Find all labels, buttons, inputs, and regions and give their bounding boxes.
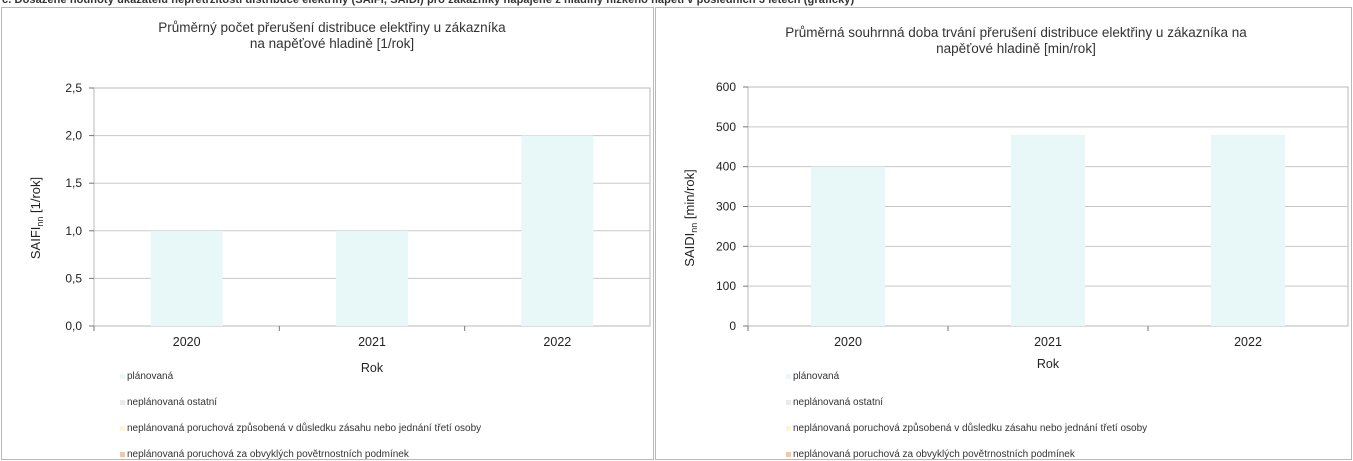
saidi-bar-2020 [811,166,885,326]
saifi-x-axis-label: Rok [361,361,384,375]
saifi-x-tick-label: 2020 [173,335,201,349]
saidi-chart: 0 100 200 300 400 500 600 2020 2021 2022 Rok SAIDIn… [682,80,1349,371]
saifi-bar-2022 [521,135,594,326]
legend-swatch [120,452,125,457]
saidi-y-tick-label: 0 [729,319,736,333]
legend-item: neplánovaná poruchová za obvyklých povět… [786,449,1075,460]
saidi-y-tick-label: 500 [716,120,736,134]
legend-item: neplánovaná poruchová způsobená v důsled… [120,423,481,434]
legend-swatch [786,374,791,379]
saidi-title-line-1: Průměrná souhrnná doba trvání přerušení … [785,25,1247,40]
legend-swatch [120,400,125,405]
saidi-title-line-2: napěťové hladině [min/rok] [936,41,1096,56]
legend-swatch [786,426,791,431]
saidi-x-tick-label: 2020 [834,335,862,349]
saifi-x-tick-label: 2021 [358,335,386,349]
legend-swatch [786,452,791,457]
saifi-y-tick-label: 2,5 [65,81,82,95]
saifi-chart-title: Průměrný počet přerušení distribuce elek… [62,20,602,52]
legend-label: plánovaná [127,371,174,382]
saifi-y-tick-label: 1,0 [65,224,82,238]
saifi-y-tick-label: 0,0 [65,319,82,333]
saifi-title-line-1: Průměrný počet přerušení distribuce elek… [158,20,506,35]
section-heading: c. Dosažené hodnoty ukazatelů nepřetržit… [2,0,855,6]
legend-label: neplánovaná poruchová za obvyklých povět… [793,449,1075,460]
legend-item: neplánovaná poruchová způsobená v důsled… [786,423,1147,434]
saifi-title-line-2: na napěťové hladině [1/rok] [249,36,415,51]
legend-item: neplánovaná ostatní [786,397,883,408]
saidi-bar-2021 [1011,134,1085,326]
saifi-y-tick-label: 0,5 [65,271,82,285]
saidi-x-axis-label: Rok [1037,357,1060,371]
saidi-y-axis-label: SAIDInn [min/rok] [682,169,699,266]
legend-swatch [120,374,125,379]
saifi-chart: 0,0 0,5 1,0 1,5 2,0 2,5 2020 2021 2022 Rok SAIFInn… [28,81,651,375]
saidi-y-tick-label: 400 [716,160,736,174]
saifi-x-tick-label: 2022 [543,335,571,349]
legend-swatch [120,426,125,431]
legend-item: neplánovaná ostatní [120,397,217,408]
saifi-y-tick-label: 1,5 [65,176,82,190]
saidi-y-tick-label: 600 [716,80,736,94]
legend-item: plánovaná [786,371,839,382]
legend-swatch [786,400,791,405]
saifi-bar-2020 [150,230,223,326]
legend-item: neplánovaná poruchová za obvyklých povět… [120,449,409,460]
saidi-chart-title: Průměrná souhrnná doba trvání přerušení … [736,25,1296,57]
legend-label: neplánovaná poruchová způsobená v důsled… [793,423,1148,434]
saidi-x-tick-label: 2022 [1234,335,1262,349]
legend-label: neplánovaná poruchová za obvyklých povět… [127,449,409,460]
legend-label: plánovaná [793,371,840,382]
saidi-y-tick-label: 300 [716,200,736,214]
saifi-bar-2021 [336,230,408,326]
saifi-chart-panel: Průměrný počet přerušení distribuce elek… [1,7,654,460]
saidi-y-tick-label: 200 [716,239,736,253]
saidi-y-tick-label: 100 [716,279,736,293]
saidi-bar-2022 [1211,134,1285,326]
saidi-chart-panel: Průměrná souhrnná doba trvání přerušení … [655,7,1352,460]
legend-label: neplánovaná ostatní [127,397,218,408]
saifi-y-axis-label: SAIFInn [1/rok] [28,177,45,259]
saidi-x-tick-label: 2021 [1034,335,1062,349]
legend-label: neplánovaná poruchová způsobená v důsled… [127,423,482,434]
saifi-y-tick-label: 2,0 [65,129,82,143]
legend-item: plánovaná [120,371,173,382]
legend-label: neplánovaná ostatní [793,397,884,408]
